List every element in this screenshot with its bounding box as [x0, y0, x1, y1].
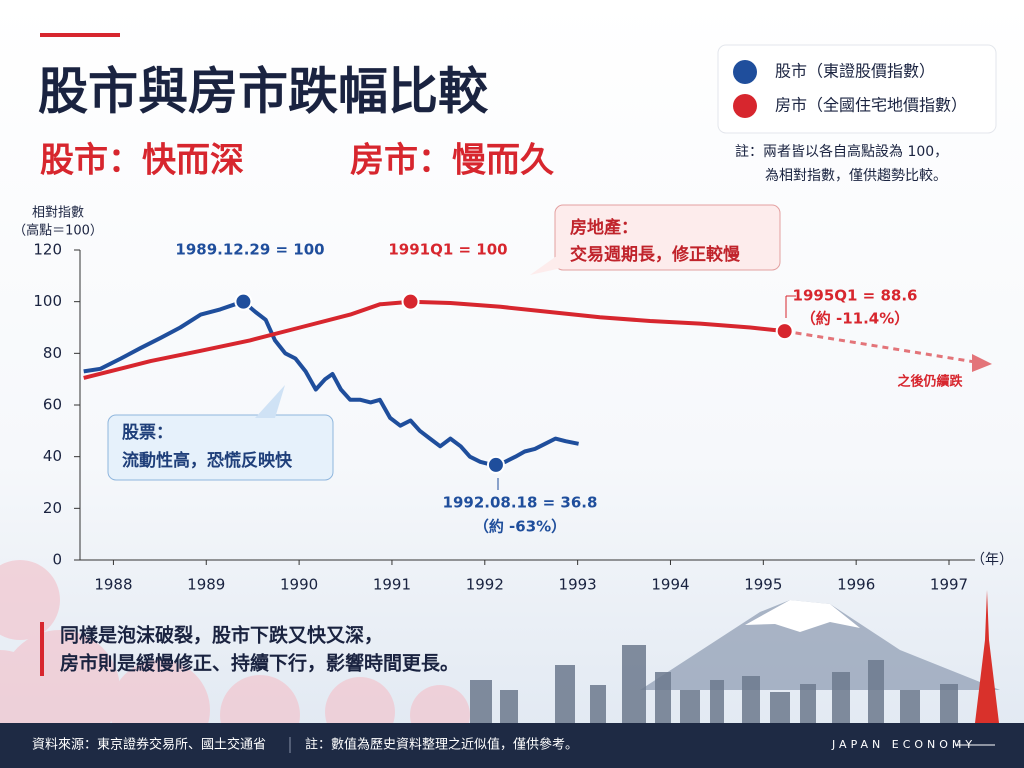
highlight-marker [486, 455, 505, 474]
y-tick-label: 80 [43, 344, 62, 362]
y-axis-label: （高點＝100） [13, 223, 103, 239]
y-tick-label: 120 [33, 241, 62, 259]
highlight-marker [775, 322, 794, 341]
x-tick-label: 1994 [651, 576, 689, 594]
footer [0, 723, 1024, 768]
y-tick-label: 20 [43, 499, 62, 517]
x-tick-label: 1993 [559, 576, 597, 594]
x-tick-label: 1989 [187, 576, 225, 594]
title: 股市與房市跌幅比較 [38, 63, 489, 121]
series-line [83, 299, 785, 380]
footer-source: 資料來源：東京證券交易所、國土交通省 [32, 737, 266, 753]
annotation: 1995Q1 = 88.6 [793, 287, 918, 305]
footer-brand: JAPAN ECONOMY [831, 738, 976, 751]
y-axis-label: 相對指數 [32, 206, 84, 221]
x-tick-label: 1990 [280, 576, 318, 594]
x-tick-label: 1995 [744, 576, 782, 594]
highlight-marker [401, 292, 420, 311]
callout-text: 交易週期長，修正較慢 [570, 244, 741, 265]
y-tick-label: 100 [33, 292, 62, 310]
callout-text: 流動性高，恐慌反映快 [122, 450, 293, 471]
annotation: 1991Q1 = 100 [388, 241, 507, 259]
note: 註：兩者皆以各自高點設為 100， [735, 143, 948, 160]
callout-title: 房地產： [570, 217, 638, 238]
annotation: （約 -11.4%） [801, 310, 910, 328]
x-tick-label: 1991 [373, 576, 411, 594]
x-tick-label: 1997 [930, 576, 968, 594]
summary: 房市則是緩慢修正、持續下行，影響時間更長。 [60, 652, 459, 675]
annotation: （約 -63%） [474, 518, 566, 536]
summary: 同樣是泡沫破裂，股市下跌又快又深， [60, 624, 383, 647]
summary-bar [40, 622, 44, 676]
x-tick-label: 1988 [94, 576, 132, 594]
legend-label: 房市（全國住宅地價指數） [775, 96, 967, 115]
callout-title: 股票： [122, 423, 173, 443]
callout-pointer [255, 385, 285, 418]
legend-box [717, 44, 997, 134]
x-tick-label: 1996 [837, 576, 875, 594]
callout-box [107, 414, 334, 481]
x-tick-label: 1992 [466, 576, 504, 594]
annotation: 1992.08.18 = 36.8 [443, 494, 598, 512]
legend-label: 股市（東證股價指數） [775, 62, 935, 81]
annotation: 之後仍續跌 [897, 374, 963, 390]
legend-marker [733, 60, 757, 84]
legend-marker [733, 94, 757, 118]
footer-note: 註：數值為歷史資料整理之近似值，僅供參考。 [305, 737, 578, 753]
subtitle: 股市：快而深 [40, 141, 244, 181]
accent-bar [40, 33, 120, 37]
annotation: 1989.12.29 = 100 [175, 241, 324, 259]
y-tick-label: 0 [52, 551, 62, 569]
subtitle: 房市：慢而久 [350, 141, 554, 181]
note: 為相對指數，僅供趨勢比較。 [765, 168, 947, 184]
highlight-marker [234, 292, 253, 311]
callout-box [554, 204, 781, 271]
y-tick-label: 60 [43, 396, 62, 414]
callout-pointer [530, 250, 575, 275]
trend-arrowhead [972, 354, 992, 372]
y-tick-label: 40 [43, 447, 62, 465]
x-axis-label: （年） [971, 552, 1013, 568]
